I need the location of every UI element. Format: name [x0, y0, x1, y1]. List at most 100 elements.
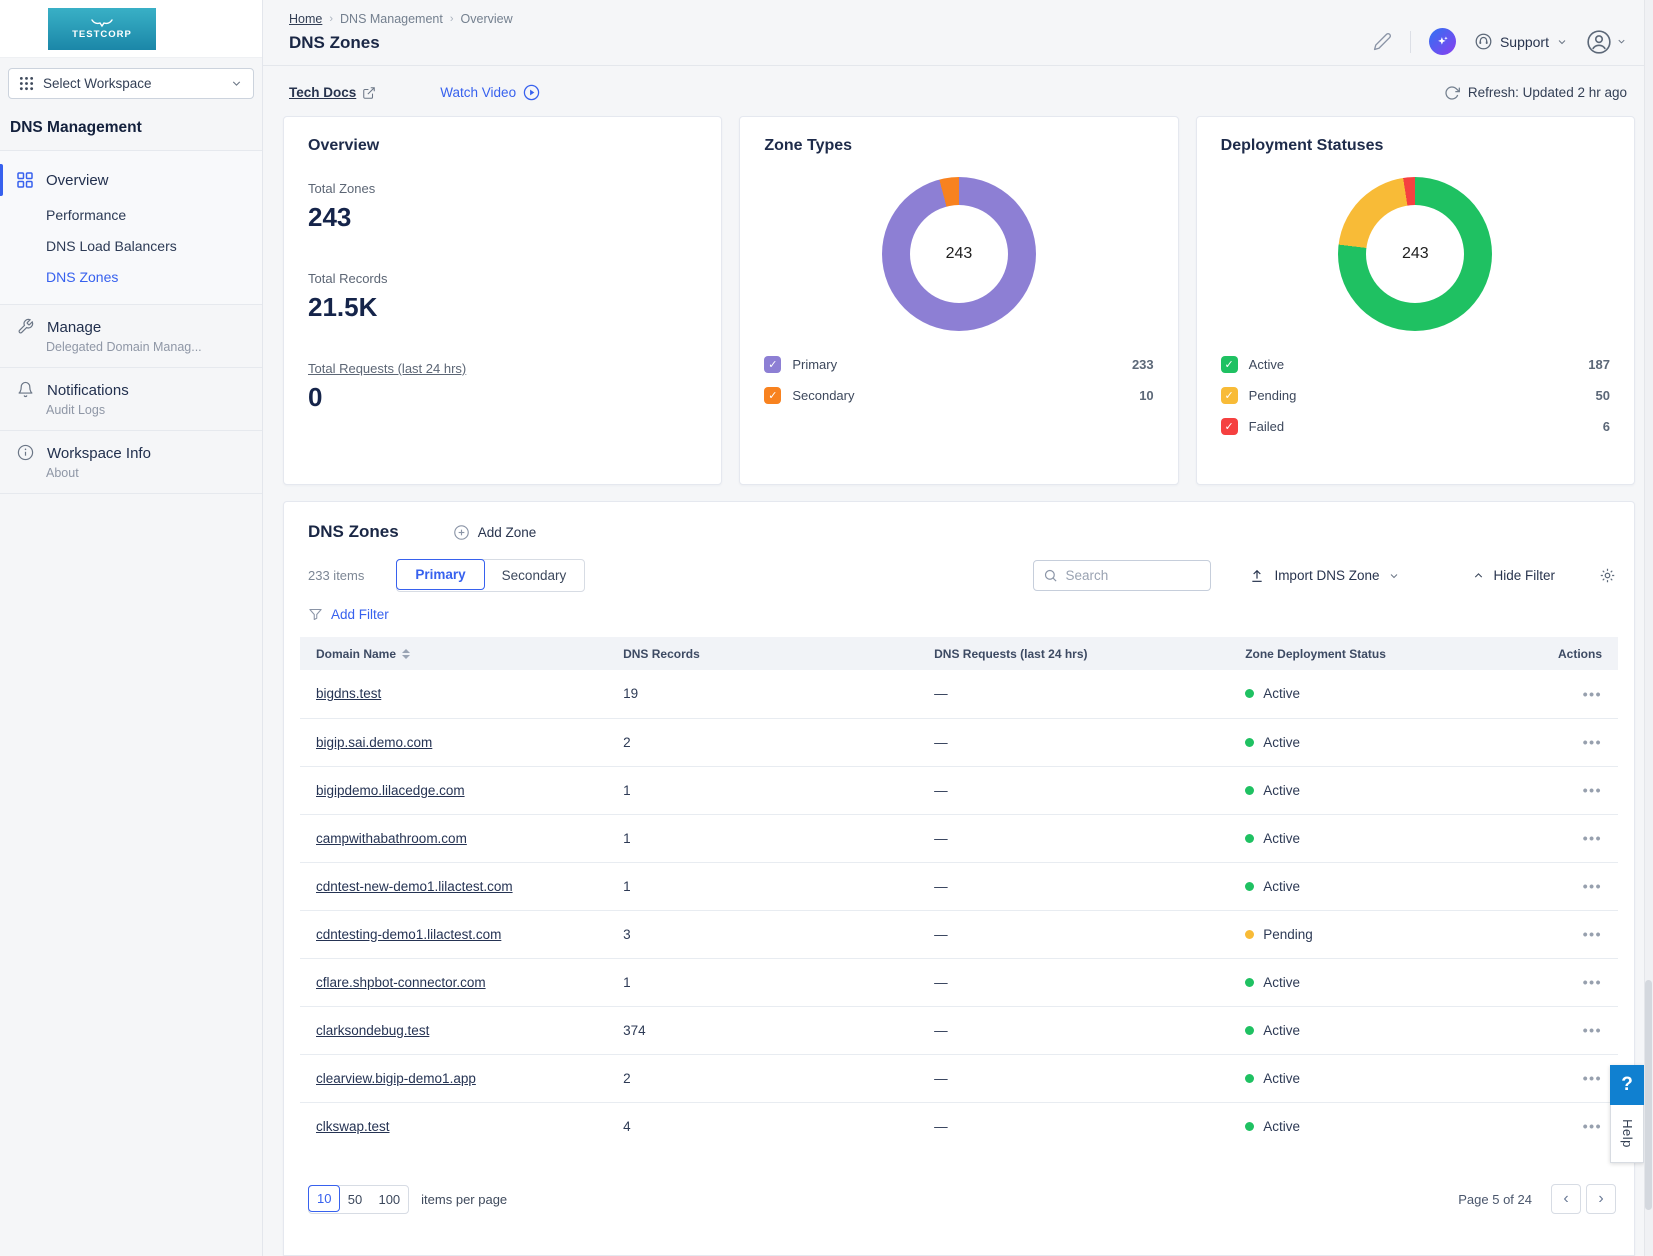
- gear-icon: [1599, 567, 1616, 584]
- support-menu[interactable]: Support: [1474, 32, 1568, 51]
- domain-link[interactable]: cdntest-new-demo1.lilactest.com: [316, 879, 513, 894]
- paintbrush-icon[interactable]: [1373, 32, 1392, 51]
- help-widget: ? Help: [1610, 1065, 1644, 1163]
- import-dns-zone-label: Import DNS Zone: [1274, 568, 1379, 583]
- status-dot: [1245, 978, 1254, 987]
- legend-label: Primary: [792, 357, 837, 372]
- row-actions-button[interactable]: •••: [1583, 878, 1602, 894]
- company-logo[interactable]: TESTCORP: [48, 8, 156, 50]
- sidebar-item-manage[interactable]: Manage Delegated Domain Manag...: [0, 304, 262, 367]
- legend-checkbox[interactable]: ✓: [1221, 387, 1238, 404]
- column-header-actions: Actions: [1523, 637, 1618, 670]
- table-row: cdntest-new-demo1.lilactest.com 1 — Acti…: [300, 862, 1618, 910]
- hide-filter-button[interactable]: Hide Filter: [1472, 568, 1555, 583]
- row-actions-button[interactable]: •••: [1583, 782, 1602, 798]
- legend-checkbox[interactable]: ✓: [1221, 356, 1238, 373]
- stat-label: Total Zones: [308, 181, 697, 196]
- refresh-button[interactable]: Refresh: Updated 2 hr ago: [1444, 85, 1627, 101]
- chevron-up-icon: [1472, 569, 1485, 582]
- sidebar-item-notifications[interactable]: Notifications Audit Logs: [0, 367, 262, 430]
- domain-link[interactable]: cflare.shpbot-connector.com: [316, 975, 486, 990]
- row-actions-button[interactable]: •••: [1583, 1070, 1602, 1086]
- legend-checkbox[interactable]: ✓: [764, 387, 781, 404]
- row-actions-button[interactable]: •••: [1583, 1022, 1602, 1038]
- user-menu[interactable]: [1586, 29, 1627, 55]
- status-label: Active: [1263, 975, 1300, 990]
- tab-primary[interactable]: Primary: [396, 559, 484, 590]
- chevron-down-icon: [230, 77, 243, 90]
- sidebar-item-dns-load-balancers[interactable]: DNS Load Balancers: [0, 230, 262, 261]
- tech-docs-link[interactable]: Tech Docs: [289, 85, 376, 100]
- stat-value: 21.5K: [308, 292, 697, 323]
- scrollbar-track[interactable]: [1644, 0, 1653, 1256]
- sidebar-item-label: Manage: [47, 318, 101, 337]
- sidebar-item-performance[interactable]: Performance: [0, 199, 262, 230]
- column-header-domain-name[interactable]: Domain Name: [300, 637, 607, 670]
- logo-text: TESTCORP: [72, 29, 132, 40]
- next-page-button[interactable]: ›: [1586, 1184, 1616, 1214]
- stat-label-link[interactable]: Total Requests (last 24 hrs): [308, 361, 697, 376]
- help-tab-button[interactable]: Help: [1610, 1105, 1644, 1163]
- domain-link[interactable]: bigip.sai.demo.com: [316, 735, 432, 750]
- dns-zones-table: Domain Name DNS Records DNS Requests (la…: [300, 637, 1618, 1150]
- utility-bar: Tech Docs Watch Video Refresh: Updated 2…: [263, 66, 1653, 101]
- previous-page-button[interactable]: ‹: [1551, 1184, 1581, 1214]
- row-actions-button[interactable]: •••: [1583, 926, 1602, 942]
- legend-checkbox[interactable]: ✓: [1221, 418, 1238, 435]
- breadcrumb-home[interactable]: Home: [289, 12, 322, 26]
- search-input[interactable]: [1065, 568, 1201, 583]
- support-icon: [1474, 32, 1493, 51]
- ai-assistant-button[interactable]: [1429, 28, 1456, 55]
- zone-types-card: Zone Types 243 ✓ Primary 233 ✓ Secondary: [739, 116, 1178, 485]
- scrollbar-thumb[interactable]: [1645, 980, 1652, 1210]
- dns-records-cell: 2: [607, 1054, 918, 1102]
- pagination-bar: 10 50 100 items per page Page 5 of 24 ‹ …: [300, 1184, 1618, 1240]
- legend-checkbox[interactable]: ✓: [764, 356, 781, 373]
- help-question-button[interactable]: ?: [1610, 1065, 1644, 1105]
- add-filter-label: Add Filter: [331, 607, 389, 622]
- support-label: Support: [1500, 34, 1549, 50]
- domain-link[interactable]: clkswap.test: [316, 1119, 390, 1134]
- domain-link[interactable]: cdntesting-demo1.lilactest.com: [316, 927, 501, 942]
- items-count: 233 items: [308, 568, 364, 583]
- workspace-selector-label: Select Workspace: [43, 76, 221, 91]
- table-controls: 233 items Primary Secondary Import DNS Z…: [300, 559, 1618, 592]
- domain-link[interactable]: bigipdemo.lilacedge.com: [316, 783, 465, 798]
- row-actions-button[interactable]: •••: [1583, 974, 1602, 990]
- nav-group-overview: Overview Performance DNS Load Balancers …: [0, 151, 262, 304]
- breadcrumb-dns-management[interactable]: DNS Management: [340, 12, 443, 26]
- add-filter-button[interactable]: Add Filter: [300, 607, 1618, 622]
- workspace-selector[interactable]: Select Workspace: [8, 68, 254, 99]
- legend-value: 233: [1132, 357, 1154, 372]
- legend-value: 187: [1588, 357, 1610, 372]
- page-size-50[interactable]: 50: [339, 1186, 370, 1213]
- status-label: Active: [1263, 1119, 1300, 1134]
- table-row: clarksondebug.test 374 — Active •••: [300, 1006, 1618, 1054]
- card-title: Deployment Statuses: [1221, 137, 1610, 155]
- table-settings-button[interactable]: [1599, 567, 1616, 584]
- sidebar-item-overview[interactable]: Overview: [0, 161, 262, 199]
- row-actions-button[interactable]: •••: [1583, 734, 1602, 750]
- watch-video-link[interactable]: Watch Video: [440, 84, 540, 101]
- sidebar-item-dns-zones[interactable]: DNS Zones: [0, 261, 262, 292]
- add-zone-button[interactable]: Add Zone: [453, 524, 537, 541]
- legend-label: Active: [1249, 357, 1284, 372]
- sidebar-item-sublabel: Delegated Domain Manag...: [0, 340, 262, 354]
- domain-link[interactable]: campwithabathroom.com: [316, 831, 467, 846]
- sort-icon[interactable]: [402, 649, 410, 659]
- domain-link[interactable]: bigdns.test: [316, 686, 381, 701]
- row-actions-button[interactable]: •••: [1583, 830, 1602, 846]
- table-row: bigip.sai.demo.com 2 — Active •••: [300, 718, 1618, 766]
- external-link-icon: [362, 86, 376, 100]
- sidebar-item-workspace-info[interactable]: Workspace Info About: [0, 430, 262, 493]
- page-size-100[interactable]: 100: [370, 1186, 408, 1213]
- row-actions-button[interactable]: •••: [1583, 686, 1602, 702]
- row-actions-button[interactable]: •••: [1583, 1118, 1602, 1134]
- import-dns-zone-button[interactable]: Import DNS Zone: [1249, 568, 1400, 584]
- page-size-10[interactable]: 10: [308, 1185, 340, 1212]
- domain-link[interactable]: clearview.bigip-demo1.app: [316, 1071, 476, 1086]
- stat-label: Total Records: [308, 271, 697, 286]
- domain-link[interactable]: clarksondebug.test: [316, 1023, 429, 1038]
- filter-funnel-icon: [308, 607, 323, 622]
- tab-secondary[interactable]: Secondary: [484, 560, 585, 591]
